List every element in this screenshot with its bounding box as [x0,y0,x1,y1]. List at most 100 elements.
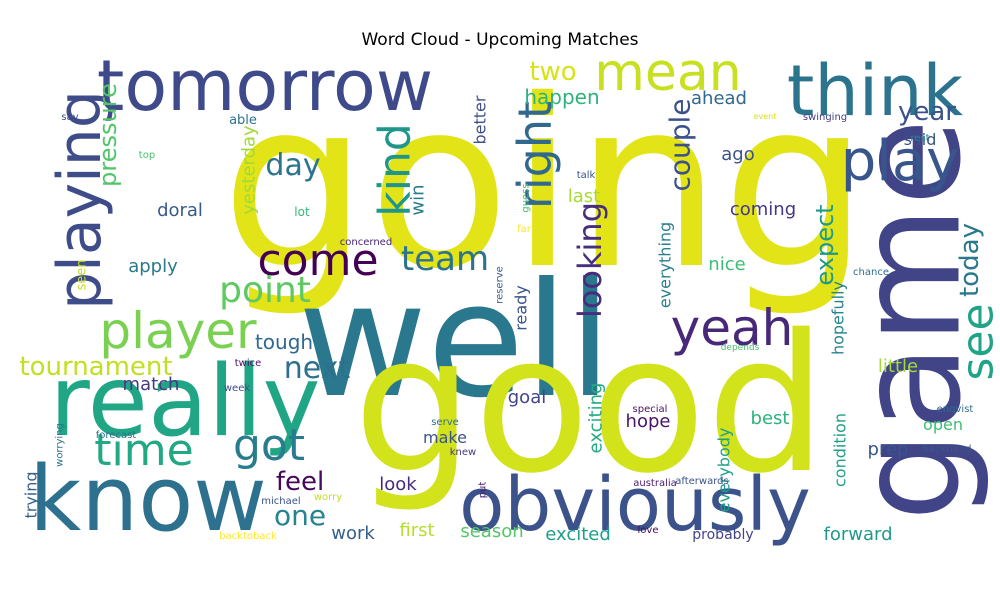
word-goal: goal [508,387,546,408]
word-everything: everything [656,222,675,308]
word-season: season [460,521,523,542]
word-well: well [298,249,612,433]
word-australia: australia [633,478,677,489]
word-good: good [353,294,827,515]
word-michael: michael [261,496,300,507]
word-put: put [478,482,489,499]
word-hope: hope [626,411,671,432]
word-coming: coming [730,199,796,220]
word-chance: chance [853,267,889,278]
word-day: day [265,148,320,183]
word-best: best [751,408,790,429]
word-make: make [423,428,467,447]
word-concerned: concerned [340,237,392,248]
word-really: really [50,345,321,459]
word-right: right [508,101,562,209]
word-swinging: swinging [803,112,847,123]
word-guess: guess [521,183,532,212]
word-player: player [99,302,257,360]
word-special: special [633,404,668,415]
word-twice: twice [235,358,262,369]
word-got: got [233,420,305,471]
word-week: week [224,383,250,394]
word-team: team [401,239,489,279]
word-feel: feel [276,467,324,497]
word-first: first [399,520,434,541]
word-condition: condition [831,413,850,487]
word-hopefully: hopefully [829,281,848,355]
word-forecast: forecast [96,430,137,441]
word-ago: ago [721,144,754,165]
word-mean: mean [594,43,741,103]
word-prep: prep [868,439,909,460]
word-said: said [904,130,937,149]
word-afterwards: afterwards [675,476,728,487]
word-expect: expect [811,204,839,285]
word-think: think [787,50,964,132]
word-pressure: pressure [94,83,122,187]
word-better: better [471,95,490,144]
word-talk: talk [577,170,596,181]
word-play: play [841,129,960,194]
word-everybody: everybody [715,428,734,513]
word-event: event [754,112,777,121]
word-kind: kind [370,123,421,217]
word-probably: probably [692,527,753,543]
word-enqvist: enqvist [937,404,974,415]
word-excited: excited [545,524,611,545]
word-next: next [284,351,351,386]
word-work: work [331,523,375,544]
word-seen: seen [75,259,90,290]
word-worrying: worrying [55,423,66,467]
word-win: win [408,184,429,215]
word-tomorrow: tomorrow [97,45,433,127]
word-exciting: exciting [586,383,607,454]
word-lot: lot [294,205,310,219]
word-ahead: ahead [691,88,747,109]
word-trying: trying [22,471,41,518]
word-game: game [828,119,993,522]
word-ready: ready [512,285,531,331]
word-doral: doral [157,200,203,221]
word-yeah: yeah [671,299,794,357]
word-apply: apply [128,256,178,277]
word-able: able [229,113,257,128]
word-obviously: obviously [459,462,811,548]
word-match: match [123,374,180,395]
word-yesterday: yesterday [239,125,260,215]
word-happen: happen [524,85,599,109]
word-couple: couple [664,98,697,191]
chart-title: Word Cloud - Upcoming Matches [361,30,639,50]
word-look: look [379,474,417,495]
word-tough: tough [255,330,313,354]
word-two: two [529,57,576,87]
word-today: today [955,223,985,297]
word-point: point [219,270,311,311]
word-say: say [61,112,78,123]
word-rest: rest [910,133,929,144]
word-far: far [517,224,532,235]
word-top: top [139,150,155,161]
word-tournament: tournament [19,352,172,382]
word-know: know [29,447,267,552]
word-love: love [638,525,659,536]
word-forward: forward [823,524,892,545]
word-nice: nice [708,254,745,275]
word-serve: serve [431,417,459,428]
word-depends: depends [721,343,760,353]
word-open: open [923,415,963,434]
word-little: little [878,356,918,377]
word-year: year [898,97,956,127]
word-looking: looking [571,202,609,318]
word-knew: knew [450,447,476,458]
word-time: time [94,425,193,476]
word-reserve: reserve [495,266,506,304]
word-worry: worry [314,492,342,503]
word-backhand: backhand [923,444,972,455]
word-last: last [568,186,600,207]
word-backtoback: backtoback [219,531,277,542]
word-come: come [257,235,378,286]
word-see: see [953,303,1000,380]
